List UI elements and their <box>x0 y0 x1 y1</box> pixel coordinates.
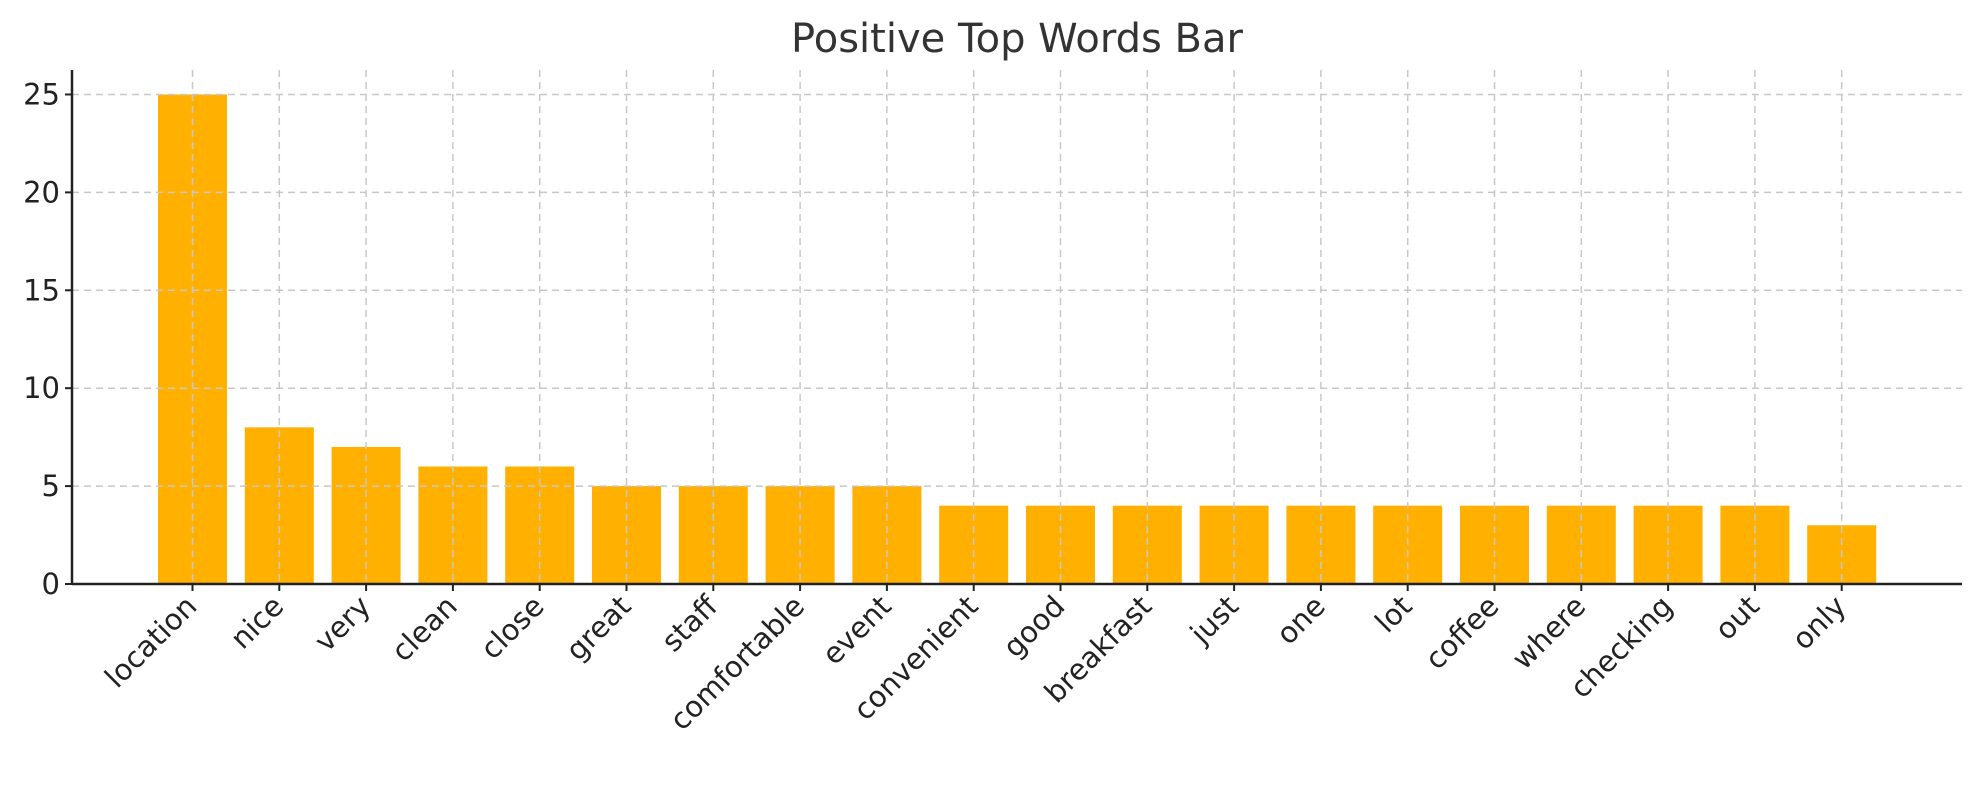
x-tick-label: where <box>1505 589 1592 676</box>
y-tick-label: 5 <box>42 469 60 503</box>
x-tick-label: great <box>559 589 637 667</box>
x-tick-label: one <box>1270 589 1332 651</box>
x-tick-label: only <box>1785 589 1852 656</box>
x-tick-label: just <box>1183 589 1245 651</box>
bar-staff <box>678 486 748 584</box>
x-tick-label: nice <box>224 589 291 656</box>
y-tick-labels: 0 5 10 15 20 25 <box>23 77 60 601</box>
bar-event <box>852 486 922 584</box>
x-tick-labels: location nice very clean close great staffcomf… <box>98 588 1853 737</box>
bar-comfortable <box>765 486 835 584</box>
bar-great <box>592 486 661 584</box>
axes <box>65 70 1962 591</box>
x-tick-label: coffee <box>1418 589 1505 676</box>
x-tick-label: out <box>1708 589 1766 647</box>
x-tick-label: close <box>474 589 551 666</box>
chart-title: Positive Top Words Bar <box>791 16 1243 62</box>
x-tick-label: lot <box>1368 589 1418 639</box>
y-tick-label: 20 <box>23 175 60 209</box>
y-tick-label: 10 <box>23 371 60 405</box>
x-tick-label: event <box>815 589 897 671</box>
y-tick-label: 0 <box>42 567 60 601</box>
bars <box>158 94 1877 584</box>
y-tick-label: 25 <box>23 77 60 111</box>
x-tick-label: clean <box>385 589 464 668</box>
grid-lines <box>72 70 1962 584</box>
y-tick-label: 15 <box>23 273 60 307</box>
x-tick-label: good <box>996 589 1071 664</box>
x-tick-label: very <box>308 589 377 658</box>
x-tick-label: staff <box>655 588 725 658</box>
x-tick-label: location <box>98 589 203 694</box>
